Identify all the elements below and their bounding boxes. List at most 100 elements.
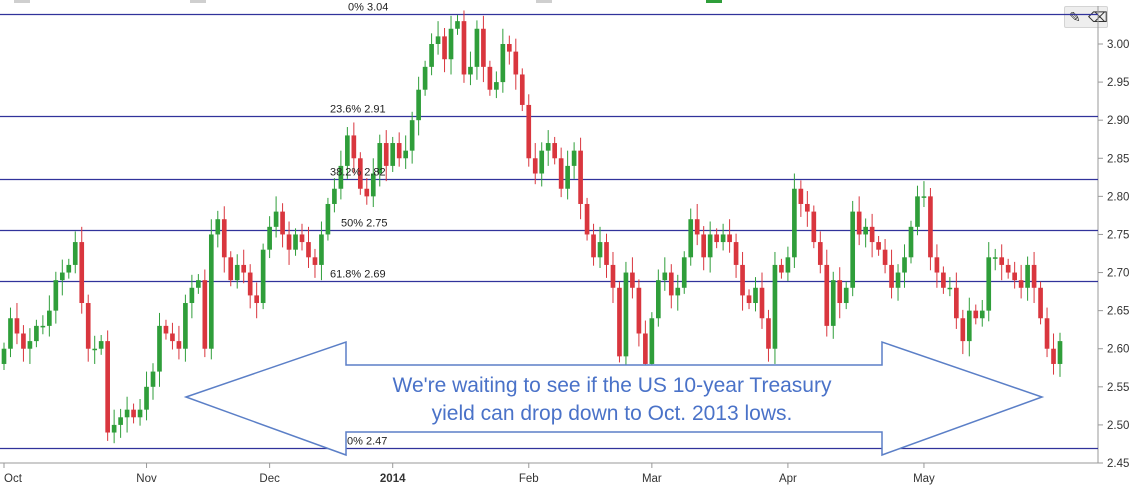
fib-level-label: 38.2% 2.82 bbox=[330, 167, 386, 179]
x-tick-label: Mar bbox=[642, 473, 662, 485]
candle-body bbox=[941, 272, 946, 288]
double-arrow-annotation bbox=[183, 340, 1045, 457]
candle-body bbox=[40, 325, 46, 328]
candle-body bbox=[390, 143, 396, 166]
candle-body bbox=[487, 66, 493, 90]
candle-body bbox=[280, 211, 285, 235]
candle-body bbox=[442, 36, 447, 60]
candle-body bbox=[850, 211, 856, 288]
candle-body bbox=[351, 135, 357, 159]
x-tick-label: Apr bbox=[779, 473, 797, 485]
candle-body bbox=[999, 257, 1005, 265]
candle-body bbox=[908, 226, 914, 258]
candle-body bbox=[597, 242, 603, 258]
candle-body bbox=[345, 135, 350, 166]
candle-body bbox=[189, 287, 195, 304]
candle-body bbox=[364, 188, 370, 197]
candle-body bbox=[986, 257, 992, 311]
candle-body bbox=[247, 272, 253, 296]
candle-body bbox=[506, 44, 512, 52]
series-swatch[interactable] bbox=[190, 0, 206, 3]
series-swatch[interactable] bbox=[14, 0, 30, 3]
candle-body bbox=[241, 264, 247, 273]
candle-body bbox=[934, 257, 940, 273]
series-swatch[interactable] bbox=[536, 0, 552, 3]
candle-body bbox=[34, 325, 39, 342]
candle-body bbox=[325, 203, 331, 235]
y-tick-label: 2.50 bbox=[1107, 420, 1129, 432]
candle-body bbox=[591, 234, 596, 258]
candle-body bbox=[578, 150, 583, 204]
y-tick-label: 2.85 bbox=[1107, 153, 1129, 165]
candle-body bbox=[319, 234, 324, 265]
candle-body bbox=[915, 196, 920, 227]
drawing-tools[interactable]: ✎ ⌫ bbox=[1064, 6, 1108, 28]
fib-level-label: 0% 2.47 bbox=[347, 436, 387, 448]
candle-body bbox=[273, 211, 279, 227]
candle-body bbox=[118, 417, 123, 425]
y-tick-label: 2.75 bbox=[1107, 229, 1129, 241]
candle-body bbox=[494, 82, 499, 90]
fib-level-label: 50% 2.75 bbox=[341, 218, 387, 230]
y-tick-label: 2.45 bbox=[1107, 458, 1129, 470]
candle-body bbox=[357, 158, 363, 189]
y-tick-label: 2.70 bbox=[1107, 268, 1129, 280]
candle-body bbox=[8, 318, 13, 349]
candle-body bbox=[131, 409, 136, 418]
x-tick-label: Dec bbox=[259, 473, 280, 485]
candle-body bbox=[889, 264, 894, 288]
candle-body bbox=[649, 318, 655, 364]
candle-body bbox=[260, 249, 266, 304]
fib-level-label: 61.8% 2.69 bbox=[330, 269, 386, 281]
candle-body bbox=[137, 409, 143, 418]
candle-body bbox=[895, 272, 901, 288]
candle-body bbox=[1038, 287, 1043, 319]
candle-body bbox=[843, 287, 849, 304]
candle-body bbox=[53, 280, 59, 311]
candle-body bbox=[1044, 318, 1050, 349]
candle-body bbox=[85, 303, 91, 349]
candle-body bbox=[772, 264, 778, 349]
candle-body bbox=[519, 74, 525, 105]
candle-body bbox=[960, 318, 966, 342]
candle-body bbox=[14, 318, 20, 334]
candle-body bbox=[876, 242, 881, 250]
candle-body bbox=[481, 28, 486, 67]
pencil-icon[interactable]: ✎ bbox=[1069, 9, 1081, 25]
candle-body bbox=[176, 341, 182, 349]
candle-body bbox=[1057, 341, 1063, 364]
candle-body bbox=[837, 280, 843, 304]
candle-body bbox=[1031, 264, 1037, 288]
candle-body bbox=[105, 341, 110, 433]
candle-body bbox=[286, 234, 292, 250]
candle-body bbox=[403, 150, 409, 159]
candle-body bbox=[306, 242, 311, 258]
candle-body bbox=[79, 242, 85, 304]
candle-body bbox=[694, 219, 700, 235]
candle-body bbox=[766, 318, 771, 349]
candle-body bbox=[455, 21, 460, 29]
candle-body bbox=[966, 310, 972, 342]
fib-level-label: 0% 3.04 bbox=[348, 2, 388, 14]
candle-body bbox=[921, 196, 927, 198]
candle-body bbox=[338, 165, 344, 189]
candle-body bbox=[526, 104, 532, 159]
candle-body bbox=[1012, 272, 1017, 281]
candle-body bbox=[144, 386, 149, 410]
candle-body bbox=[1005, 264, 1011, 273]
candle-body bbox=[124, 409, 130, 418]
candle-body bbox=[370, 173, 376, 197]
candle-body bbox=[92, 348, 98, 351]
candle-body bbox=[377, 143, 383, 174]
candle-body bbox=[643, 333, 648, 364]
candle-body bbox=[617, 287, 622, 357]
candle-body bbox=[72, 242, 78, 265]
candle-body bbox=[221, 219, 227, 258]
series-swatch[interactable] bbox=[706, 0, 722, 3]
candle-body bbox=[59, 272, 65, 281]
candle-body bbox=[584, 203, 590, 235]
y-tick-label: 2.65 bbox=[1107, 306, 1129, 318]
candle-body bbox=[312, 257, 318, 265]
candle-body bbox=[720, 234, 726, 243]
